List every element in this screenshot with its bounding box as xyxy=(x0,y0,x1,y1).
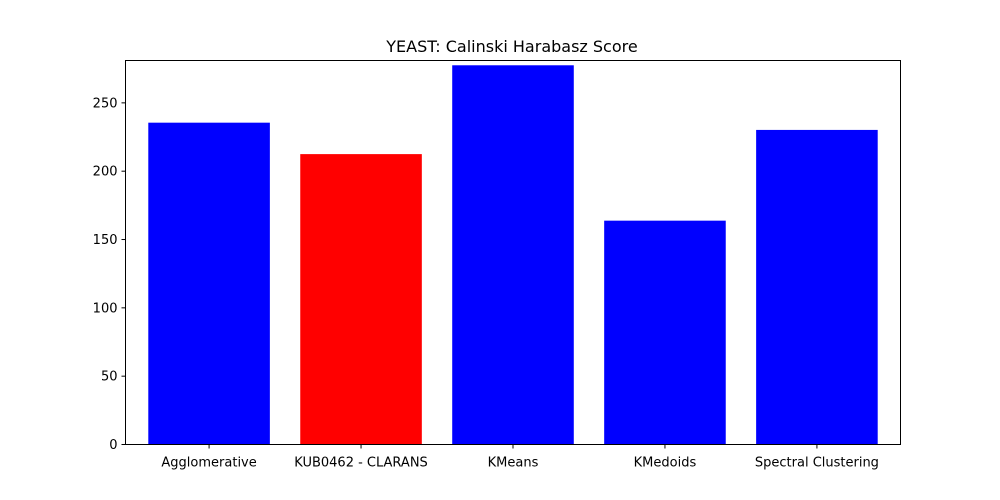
x-tick-label-0: Agglomerative xyxy=(161,456,256,471)
x-tick-label-1: KUB0462 - CLARANS xyxy=(294,456,428,471)
y-tick-label-4: 200 xyxy=(93,165,118,180)
x-tick-label-2: KMeans xyxy=(488,456,539,471)
bar-4 xyxy=(756,129,878,445)
x-axis: Agglomerative KUB0462 - CLARANS KMeans KMed… xyxy=(161,444,879,471)
x-tick-label-4: Spectral Clustering xyxy=(755,456,879,471)
y-tick-label-5: 250 xyxy=(93,96,118,111)
bar-2 xyxy=(452,65,574,445)
bar-1 xyxy=(300,154,422,445)
chart-title: YEAST: Calinski Harabasz Score xyxy=(385,37,637,56)
y-tick-label-2: 100 xyxy=(93,301,118,316)
y-tick-label-1: 50 xyxy=(101,370,118,385)
plot-frame xyxy=(125,60,901,445)
bars-group xyxy=(148,65,878,445)
y-tick-label-0: 0 xyxy=(109,438,117,453)
bar-3 xyxy=(604,220,726,445)
bar-0 xyxy=(148,122,270,445)
y-tick-label-3: 150 xyxy=(93,233,118,248)
y-axis: 0 50 100 150 200 250 xyxy=(93,96,126,453)
x-tick-label-3: KMedoids xyxy=(634,456,697,471)
